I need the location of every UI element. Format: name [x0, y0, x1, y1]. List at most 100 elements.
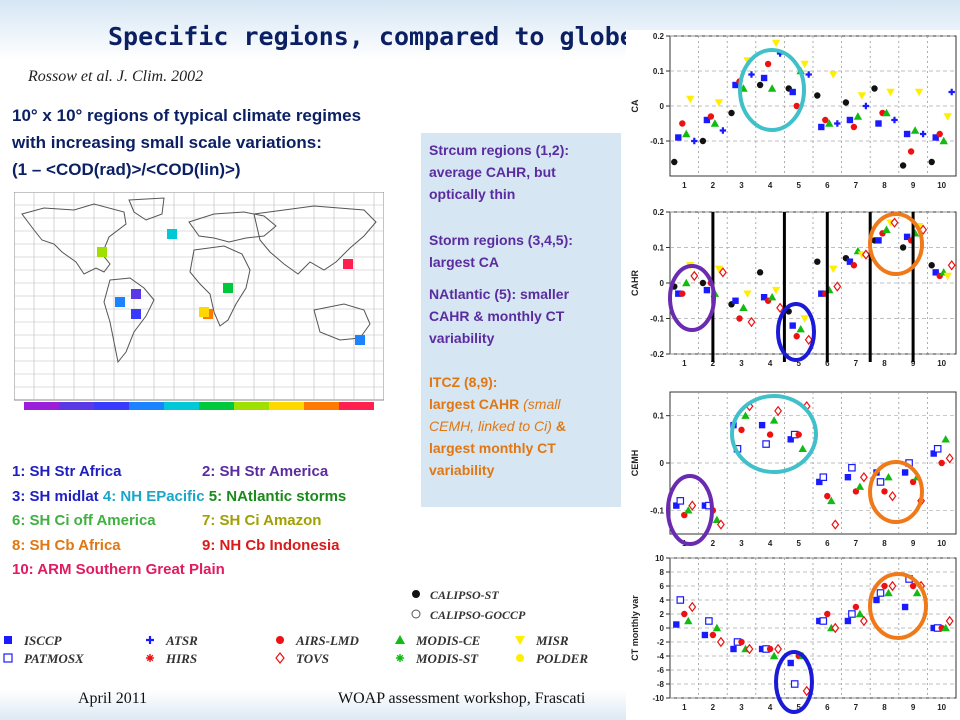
- data-point-patmosx: [848, 610, 856, 618]
- data-point-calipso-st: [728, 109, 735, 117]
- data-point-isccp: [932, 269, 939, 276]
- data-point-tovs: [890, 217, 899, 228]
- highlight-ellipse: [868, 572, 928, 640]
- data-point-airs-lmd: [679, 120, 686, 127]
- y-tick-label: -6: [657, 666, 665, 675]
- finding-itcz: ITCZ (8,9): largest CAHR (small CEMH, li…: [429, 371, 566, 481]
- data-point-isccp: [673, 621, 680, 628]
- data-point-tovs: [690, 270, 699, 282]
- data-point-calipso-st: [671, 158, 678, 166]
- data-point-modis-ce: [853, 112, 863, 120]
- data-point-modis-ce: [939, 136, 948, 145]
- data-point-atsr: [805, 71, 812, 78]
- panel-background: [626, 30, 960, 198]
- data-point-tovs: [688, 500, 697, 511]
- marker-diamond: [275, 652, 285, 664]
- marker-circle: [516, 654, 524, 662]
- x-tick-label: 2: [711, 703, 716, 712]
- region-marker: [223, 283, 233, 293]
- instrument-label-atsr: ATSR: [165, 633, 198, 648]
- data-point-misr: [943, 113, 952, 121]
- data-point-tovs: [776, 302, 785, 314]
- x-tick-label: 7: [854, 539, 859, 548]
- data-point-patmosx: [819, 617, 828, 625]
- data-point-atsr: [691, 137, 698, 145]
- highlight-ellipse: [668, 264, 716, 332]
- highlight-ellipse: [868, 460, 924, 524]
- data-point-modis-ce: [739, 303, 748, 312]
- finding-storm: Storm regions (3,4,5): largest CA: [429, 229, 573, 273]
- panel-2: -0.2 -0.1 0 0.1 0.2 1 2 3 4 5 6 7 8 9 10 CAHR: [626, 206, 960, 376]
- y-tick-label: -8: [657, 680, 665, 689]
- y-tick-label: 0.1: [653, 67, 665, 76]
- calipso-st-label: CALIPSO-ST: [430, 588, 499, 602]
- highlight-ellipse: [666, 474, 714, 546]
- data-point-tovs: [947, 260, 956, 271]
- description-line-2: with increasing small scale variations:: [12, 133, 322, 152]
- data-point-isccp: [875, 237, 882, 244]
- finding-strcum-line-3: optically thin: [429, 186, 516, 202]
- instrument-label-modis-ce: MODIS-CE: [415, 633, 481, 648]
- finding-itcz-and: &: [555, 418, 566, 434]
- europe-outline: [188, 211, 277, 243]
- finding-itcz-line-1: ITCZ (8,9):: [429, 374, 498, 390]
- x-tick-label: 9: [911, 181, 916, 190]
- data-point-modis-ce: [769, 416, 779, 424]
- data-point-isccp: [760, 294, 768, 301]
- calipso-legend-bg: [400, 580, 510, 626]
- y-tick-label: 0: [660, 279, 665, 288]
- data-point-misr: [829, 265, 838, 273]
- data-point-patmosx: [790, 680, 799, 688]
- data-point-tovs: [833, 281, 842, 292]
- data-point-modis-ce: [767, 84, 777, 92]
- data-point-misr: [714, 265, 724, 273]
- footer-event: WOAP assessment workshop, Frascati: [338, 690, 586, 707]
- data-point-airs-lmd: [736, 315, 743, 322]
- data-point-calipso-st: [899, 244, 907, 251]
- highlight-ellipse: [730, 394, 818, 474]
- data-point-modis-ce: [884, 588, 893, 597]
- y-tick-label: -0.2: [650, 350, 664, 359]
- data-point-misr: [771, 286, 781, 295]
- legend-region-8: 8: SH Cb Africa: [12, 536, 121, 554]
- legend-row-5: 10: ARM Southern Great Plain: [12, 558, 422, 583]
- coastlines: [21, 197, 377, 364]
- instrument-entries: ISCCP PATMOSX ATSR HIRS AIRS-LMD TOVS MODIS-CE…: [3, 633, 588, 666]
- data-point-isccp: [730, 645, 737, 653]
- data-point-misr: [857, 92, 867, 100]
- data-point-tovs: [831, 519, 840, 530]
- region-marker: [115, 297, 125, 307]
- panel-1: -0.1 0 0.1 0.2 1 2 3 4 5 6 7 8 9 10 CA: [626, 30, 960, 198]
- x-tick-label: 1: [682, 703, 687, 712]
- finding-strcum: Strcum regions (1,2): average CAHR, but …: [429, 139, 569, 205]
- legend-region-7: 7: SH Ci Amazon: [202, 512, 322, 529]
- data-point-isccp: [789, 322, 796, 329]
- y-tick-label: 6: [660, 582, 665, 591]
- y-axis-label: CEMH: [630, 450, 640, 477]
- x-tick-label: 10: [937, 703, 946, 712]
- y-tick-label: 0.1: [653, 412, 665, 421]
- x-tick-label: 6: [825, 539, 830, 548]
- highlight-ellipse: [738, 48, 806, 132]
- description-line-1: 10° x 10° regions of typical climate reg…: [12, 106, 362, 125]
- finding-strcum-line-2: average CAHR, but: [429, 164, 556, 180]
- y-tick-label: -0.1: [650, 315, 664, 324]
- instrument-label-tovs: TOVS: [296, 651, 329, 666]
- data-point-tovs: [888, 580, 897, 592]
- legend-row-2: 3: SH midlat 4: NH EPacific 5: NAtlantic…: [12, 485, 422, 510]
- data-point-airs-lmd: [793, 333, 800, 340]
- data-point-tovs: [859, 615, 868, 627]
- data-point-tovs: [688, 601, 697, 613]
- region-legend: 1: SH Str Africa 2: SH Str America 3: SH …: [12, 460, 422, 583]
- data-point-isccp: [760, 74, 768, 82]
- data-point-modis-ce: [684, 506, 693, 514]
- north-america-outline: [21, 203, 127, 275]
- instrument-label-isccp: ISCCP: [23, 633, 63, 648]
- data-point-tovs: [774, 405, 783, 417]
- data-point-airs-lmd: [679, 290, 686, 297]
- data-point-tovs: [945, 453, 954, 464]
- x-tick-label: 3: [739, 703, 744, 712]
- data-point-isccp: [732, 297, 739, 304]
- data-point-airs-lmd: [850, 262, 858, 269]
- data-point-calipso-st: [899, 162, 907, 169]
